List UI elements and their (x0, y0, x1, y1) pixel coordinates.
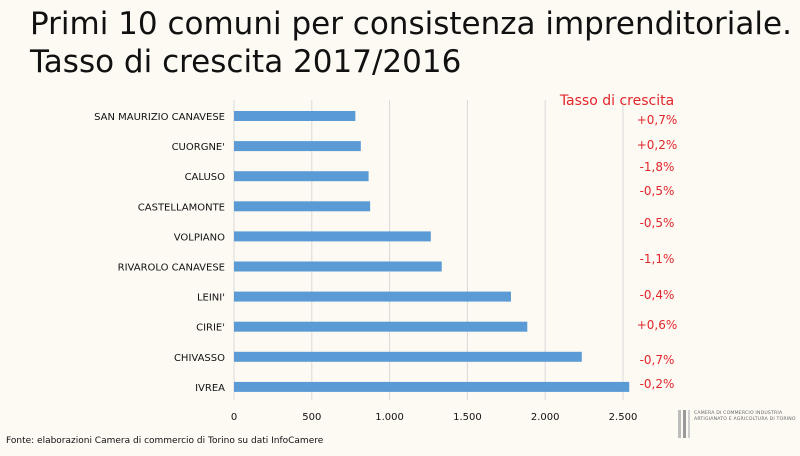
growth-rate-label: -0,7% (640, 353, 675, 367)
category-label: CASTELLAMONTE (138, 202, 225, 213)
rate-header: Tasso di crescita (559, 93, 674, 109)
x-tick-label: 1.500 (453, 412, 482, 423)
x-tick-label: 500 (302, 412, 321, 423)
growth-rate-label: +0,6% (637, 318, 678, 332)
growth-rate-label: -0,2% (640, 377, 675, 391)
growth-rate-label: +0,2% (637, 138, 678, 152)
bar (234, 201, 371, 212)
growth-rate-label: +0,7% (637, 113, 678, 127)
bar (234, 171, 369, 182)
x-tick-label: 1.000 (375, 412, 404, 423)
growth-rate-label: -0,5% (640, 216, 675, 230)
chart-subtitle: Tasso di crescita 2017/2016 (30, 44, 462, 80)
category-label: CIRIE' (196, 323, 225, 334)
bar (234, 141, 361, 152)
chart-title: Primi 10 comuni per consistenza imprendi… (30, 6, 792, 42)
logo-text: CAMERA DI COMMERCIO INDUSTRIA ARTIGIANAT… (694, 411, 796, 422)
growth-rate-label: -1,1% (640, 252, 675, 266)
category-label: CUORGNE' (172, 142, 225, 153)
bar (234, 321, 528, 332)
bar (234, 231, 431, 242)
bar (234, 351, 582, 362)
bar (234, 291, 511, 302)
bar (234, 261, 442, 272)
category-label: IVREA (195, 383, 225, 394)
source-footnote: Fonte: elaborazioni Camera di commercio … (6, 436, 324, 446)
logo-mark-icon (678, 410, 690, 438)
chamber-of-commerce-logo: CAMERA DI COMMERCIO INDUSTRIA ARTIGIANAT… (678, 410, 798, 440)
x-tick-label: 2.000 (531, 412, 560, 423)
category-label: LEINI' (197, 293, 225, 304)
category-label: CALUSO (185, 172, 226, 183)
growth-rate-label: -1,8% (640, 160, 675, 174)
category-label: CHIVASSO (174, 353, 225, 364)
bar (234, 111, 356, 121)
bar (234, 381, 630, 392)
category-label: RIVAROLO CANAVESE (118, 263, 225, 274)
category-label: SAN MAURIZIO CANAVESE (94, 112, 225, 123)
growth-rate-label: -0,4% (640, 288, 675, 302)
x-tick-label: 0 (231, 412, 237, 423)
growth-rate-label: -0,5% (640, 184, 675, 198)
category-label: VOLPIANO (174, 232, 225, 243)
x-tick-label: 2.500 (609, 412, 638, 423)
